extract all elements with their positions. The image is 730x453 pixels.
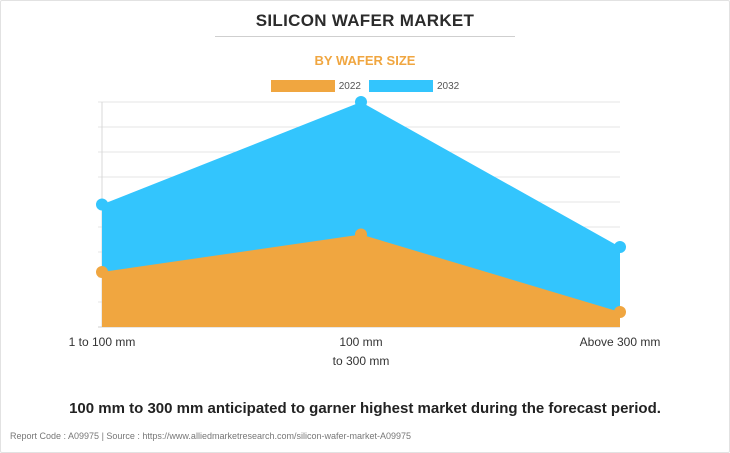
data-point-2032-2 [614, 241, 626, 253]
x-tick-label: 1 to 100 mm [69, 335, 136, 349]
x-tick-label: to 300 mm [333, 354, 390, 368]
page-title: SILICON WAFER MARKET [255, 11, 475, 30]
chart-legend: 2022 2032 [0, 80, 730, 92]
data-point-2022-0 [96, 266, 108, 278]
legend-item-2022[interactable]: 2022 [270, 80, 361, 92]
chart-caption: 100 mm to 300 mm anticipated to garner h… [69, 400, 661, 417]
title-divider [215, 36, 515, 37]
legend-label-2022: 2022 [338, 80, 361, 92]
legend-swatch-2032 [369, 80, 433, 92]
x-tick-label: 100 mm [339, 335, 382, 349]
data-point-2022-1 [355, 228, 367, 241]
legend-swatch-2022 [270, 80, 335, 92]
legend-item-2032[interactable]: 2032 [369, 80, 459, 92]
x-tick-label: Above 300 mm [580, 335, 661, 349]
source-footer: Report Code : A09975 | Source : https://… [10, 431, 412, 441]
data-point-2032-1 [355, 96, 367, 108]
chart-subtitle: BY WAFER SIZE [314, 53, 416, 68]
data-point-2032-0 [96, 198, 108, 211]
area-series-2022 [102, 234, 620, 327]
legend-label-2032: 2032 [437, 80, 460, 92]
data-point-2022-2 [614, 306, 626, 318]
